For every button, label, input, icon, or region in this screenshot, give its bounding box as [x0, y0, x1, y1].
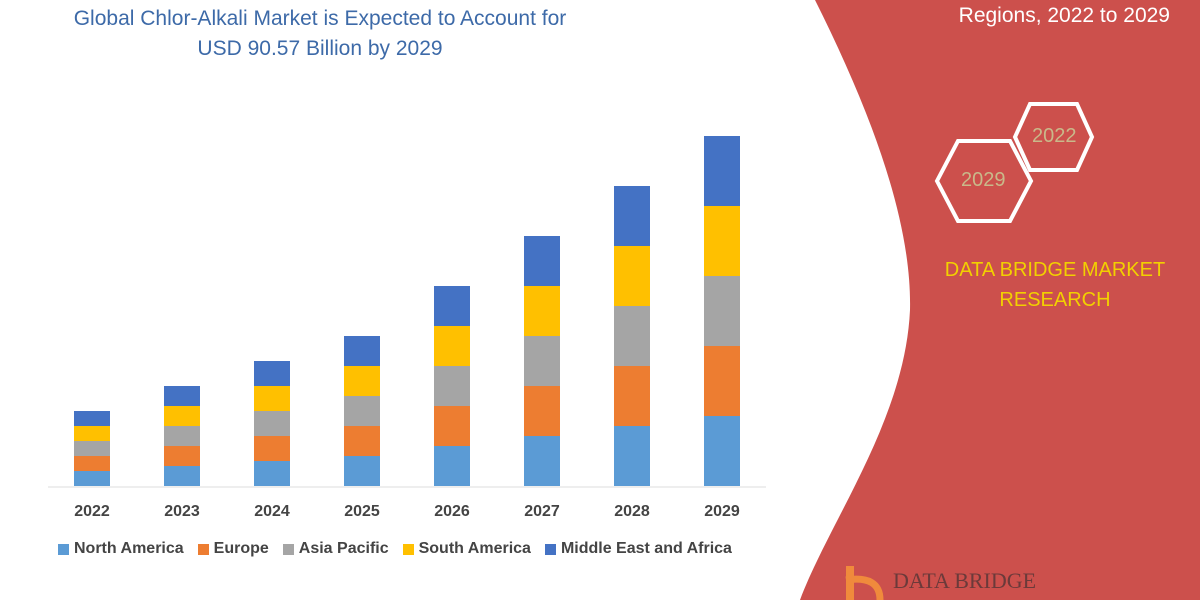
brand-text: DATA BRIDGE MARKET RESEARCH [944, 259, 1166, 311]
legend-label: South America [418, 540, 531, 557]
bar-segment [524, 436, 560, 486]
bar-segment [164, 426, 200, 446]
bar-segment [164, 406, 200, 426]
legend-label: Middle East and Africa [560, 540, 732, 557]
bar-segment [524, 236, 560, 286]
bars [74, 136, 740, 486]
bar-segment [704, 346, 740, 416]
bar-segment [614, 426, 650, 486]
hex-label-2029: 2029 [961, 169, 1006, 191]
bar-segment [164, 446, 200, 466]
bar-segment [344, 456, 380, 486]
x-tick-label: 2027 [524, 503, 560, 520]
bar-segment [344, 426, 380, 456]
x-tick-label: 2022 [74, 503, 110, 520]
legend-swatch [402, 543, 414, 555]
bar-segment [344, 396, 380, 426]
logo-icon [845, 566, 884, 600]
bar-segment [254, 386, 290, 411]
bar-segment [524, 286, 560, 336]
legend-label: North America [74, 540, 184, 557]
x-tick-label: 2028 [614, 503, 650, 520]
bar-segment [254, 461, 290, 486]
x-tick-label: 2029 [704, 503, 740, 520]
bar-segment [614, 186, 650, 246]
bar-segment [524, 336, 560, 386]
legend: North America Europe Asia Pacific South … [58, 540, 732, 558]
bar-segment [434, 286, 470, 326]
legend-item: South America [402, 540, 531, 558]
legend-swatch [282, 543, 294, 555]
bar-segment [254, 361, 290, 386]
legend-item: Asia Pacific [282, 540, 389, 558]
bar-segment [74, 411, 110, 426]
chart-subtitle: Regions, 2022 to 2029 [958, 4, 1170, 27]
hexagon-2022 [1012, 102, 1095, 172]
legend-label: Asia Pacific [298, 540, 389, 557]
hexagon-2029 [934, 139, 1034, 223]
legend-item: Europe [197, 540, 269, 558]
legend-item: Middle East and Africa [544, 540, 732, 558]
bar-segment [434, 406, 470, 446]
bar-segment [704, 206, 740, 276]
legend-swatch [197, 543, 209, 555]
bar-segment [344, 336, 380, 366]
bar-segment [704, 416, 740, 486]
bar-segment [164, 466, 200, 486]
bar-segment [344, 366, 380, 396]
bar-segment [434, 446, 470, 486]
bar-segment [74, 426, 110, 441]
logo-text: DATA BRIDGE [893, 568, 1037, 593]
bar-segment [254, 436, 290, 461]
bar-segment [524, 386, 560, 436]
chart-title: Global Chlor-Alkali Market is Expected t… [73, 7, 567, 60]
x-tick-label: 2026 [434, 503, 470, 520]
bar-segment [614, 366, 650, 426]
hex-label-2022: 2022 [1032, 125, 1077, 147]
bar-segment [74, 456, 110, 471]
x-tick-label: 2024 [254, 503, 290, 520]
bar-segment [434, 366, 470, 406]
bar-segment [704, 276, 740, 346]
legend-swatch [544, 543, 556, 555]
bar-segment [74, 471, 110, 486]
bar-segment [254, 411, 290, 436]
bar-segment [164, 386, 200, 406]
x-tick-label: 2023 [164, 503, 200, 520]
bar-segment [614, 246, 650, 306]
red-panel [800, 0, 1200, 600]
bar-segment [614, 306, 650, 366]
legend-label: Europe [213, 540, 269, 557]
x-tick-label: 2025 [344, 503, 380, 520]
bar-segment [74, 441, 110, 456]
bar-segment [704, 136, 740, 206]
bar-segment [434, 326, 470, 366]
legend-item: North America [58, 540, 184, 558]
legend-swatch [58, 543, 69, 555]
